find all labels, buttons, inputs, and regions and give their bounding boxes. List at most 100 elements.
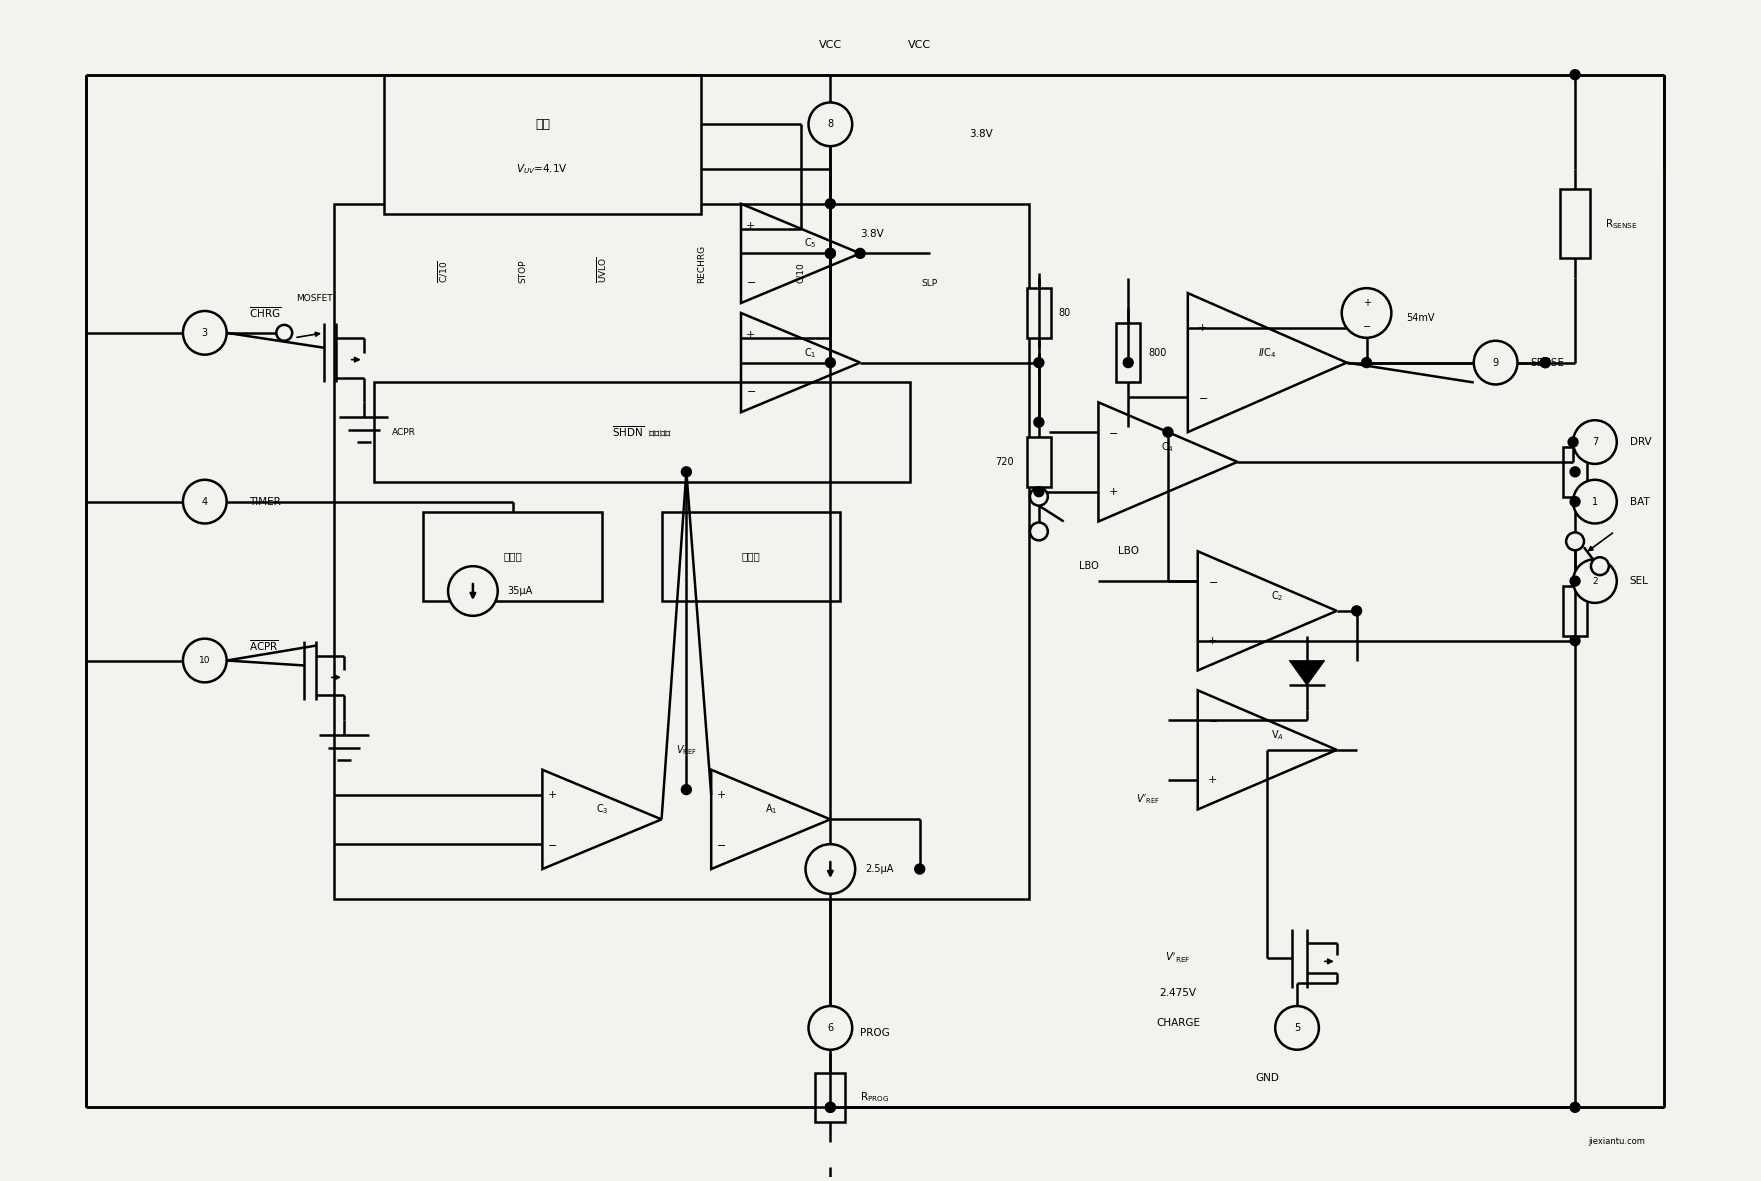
Text: 9: 9: [1493, 358, 1499, 367]
Text: $V'_{\rm REF}$: $V'_{\rm REF}$: [1136, 792, 1160, 807]
Circle shape: [826, 1102, 835, 1113]
Bar: [1560, 189, 1590, 259]
Circle shape: [1352, 606, 1361, 615]
Text: 720: 720: [995, 457, 1014, 466]
Text: LBO: LBO: [1118, 547, 1139, 556]
Text: jiexiantu.com: jiexiantu.com: [1588, 1137, 1645, 1146]
Text: $-$: $-$: [548, 840, 558, 849]
Circle shape: [1571, 1102, 1580, 1113]
Text: 7: 7: [1592, 437, 1597, 448]
Polygon shape: [1289, 660, 1324, 685]
Circle shape: [1030, 522, 1048, 541]
Circle shape: [276, 325, 292, 341]
Text: +: +: [548, 790, 556, 800]
Text: 35μA: 35μA: [507, 586, 534, 596]
Bar: [1564, 448, 1587, 497]
Text: ACPR: ACPR: [391, 428, 416, 437]
Text: $-$: $-$: [747, 275, 755, 286]
Text: $-$: $-$: [717, 840, 726, 849]
Text: +: +: [1197, 322, 1208, 333]
Bar: [662, 511, 840, 601]
Text: $\mathit{II}$C$_4$: $\mathit{II}$C$_4$: [1257, 346, 1277, 359]
Text: 3.8V: 3.8V: [859, 229, 884, 239]
Circle shape: [1034, 487, 1044, 497]
Text: +: +: [1208, 635, 1217, 646]
Text: $-$: $-$: [1208, 576, 1217, 586]
Text: 2.475V: 2.475V: [1159, 988, 1196, 998]
Circle shape: [447, 566, 498, 615]
Text: R$_{\rm SENSE}$: R$_{\rm SENSE}$: [1604, 216, 1638, 230]
Circle shape: [826, 198, 835, 209]
Circle shape: [1571, 466, 1580, 477]
Text: 2: 2: [1592, 576, 1597, 586]
Text: VCC: VCC: [909, 40, 932, 50]
Text: MOSFET: MOSFET: [296, 294, 333, 304]
Text: 80: 80: [1058, 308, 1071, 318]
Text: C$_2$: C$_2$: [1271, 589, 1284, 602]
Text: TIMER: TIMER: [250, 497, 282, 507]
Text: 振荡器: 振荡器: [504, 552, 521, 561]
Text: C$_5$: C$_5$: [805, 236, 817, 250]
Text: $V_{UV}$=4.1V: $V_{UV}$=4.1V: [516, 162, 569, 176]
Text: 计数器: 计数器: [741, 552, 761, 561]
Circle shape: [826, 248, 835, 259]
Circle shape: [1567, 437, 1578, 448]
Text: $-$: $-$: [1208, 715, 1217, 725]
Circle shape: [682, 784, 692, 795]
Circle shape: [856, 248, 865, 259]
Text: +: +: [747, 331, 755, 340]
Text: GND: GND: [1256, 1072, 1278, 1083]
Text: $-$: $-$: [747, 385, 755, 394]
Text: STOP: STOP: [518, 260, 527, 283]
Circle shape: [1124, 358, 1134, 367]
Text: 2.5μA: 2.5μA: [865, 864, 893, 874]
Circle shape: [183, 311, 227, 354]
Circle shape: [826, 358, 835, 367]
Circle shape: [808, 103, 852, 146]
Text: DRV: DRV: [1629, 437, 1652, 448]
Circle shape: [1541, 358, 1550, 367]
Circle shape: [682, 466, 692, 477]
Text: $\overline{\rm C/10}$: $\overline{\rm C/10}$: [437, 261, 451, 283]
Bar: [815, 1072, 845, 1122]
Bar: [1564, 586, 1587, 635]
Text: BAT: BAT: [1629, 497, 1650, 507]
Text: $V_{\rm REF}$: $V_{\rm REF}$: [676, 743, 697, 757]
Text: +: +: [1208, 775, 1217, 784]
Circle shape: [1034, 417, 1044, 428]
Circle shape: [1573, 560, 1617, 603]
Circle shape: [1571, 497, 1580, 507]
Text: $-$: $-$: [1108, 428, 1118, 437]
Text: 3: 3: [203, 328, 208, 338]
Text: $\overline{\rm CHRG}$: $\overline{\rm CHRG}$: [250, 306, 282, 320]
Circle shape: [1573, 479, 1617, 523]
Text: SENSE: SENSE: [1530, 358, 1564, 367]
Bar: [335, 204, 1028, 899]
Bar: [384, 74, 701, 214]
Text: C$_A$: C$_A$: [1162, 441, 1175, 454]
Bar: [1027, 288, 1051, 338]
Circle shape: [183, 639, 227, 683]
Circle shape: [1361, 358, 1372, 367]
Text: +: +: [717, 790, 726, 800]
Circle shape: [1162, 428, 1173, 437]
Text: +: +: [747, 221, 755, 231]
Bar: [423, 511, 602, 601]
Text: 800: 800: [1148, 347, 1166, 358]
Text: +: +: [1363, 298, 1370, 308]
Circle shape: [1571, 70, 1580, 79]
Text: LBO: LBO: [1079, 561, 1099, 572]
Text: A$_1$: A$_1$: [764, 803, 777, 816]
Circle shape: [1573, 420, 1617, 464]
Text: VCC: VCC: [819, 40, 842, 50]
Text: $\overline{\rm ACPR}$: $\overline{\rm ACPR}$: [250, 638, 280, 653]
Text: +: +: [1109, 487, 1118, 497]
Text: $V'_{\rm REF}$: $V'_{\rm REF}$: [1166, 951, 1190, 966]
Circle shape: [1275, 1006, 1319, 1050]
Text: 4: 4: [203, 497, 208, 507]
Text: RECHRG: RECHRG: [697, 246, 706, 283]
Circle shape: [1474, 341, 1518, 385]
Text: 5: 5: [1294, 1023, 1300, 1033]
Text: 欠压: 欠压: [535, 118, 549, 131]
Text: 10: 10: [199, 655, 211, 665]
